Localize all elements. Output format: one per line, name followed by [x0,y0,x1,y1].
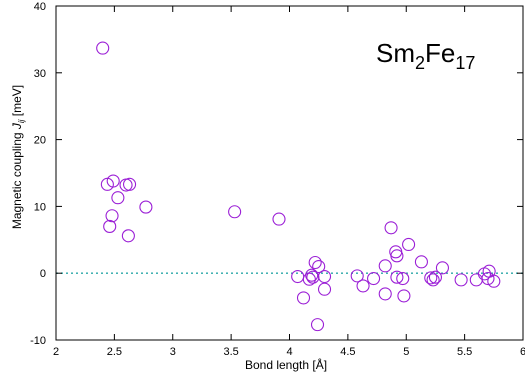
data-point [123,177,137,191]
y-axis-title-subscript: ij [17,119,26,123]
data-point [296,291,311,305]
data-point [414,255,428,269]
data-point [384,221,398,235]
data-point [396,271,410,286]
tick-labels: 2 2.5 3 3.5 4 4.5 5 5.5 6 -10 0 10 20 30 40 [30,1,525,358]
data-point [390,249,404,263]
data-point [272,212,286,226]
data-points [96,41,501,332]
y-tick-label: 40 [34,1,46,13]
data-point [302,272,316,286]
x-tick-label: 2 [53,346,59,358]
data-point [426,273,440,287]
x-tick-label: 3.5 [223,346,238,358]
data-point [310,318,325,332]
y-tick-label: 30 [34,68,46,80]
data-point [454,273,468,287]
annotation-base-1: Sm [376,38,415,68]
data-point [435,261,449,275]
y-axis-title-symbol: J [10,122,24,130]
data-point [356,279,370,293]
x-tick-label: 6 [520,346,525,358]
data-point [312,259,326,274]
data-point [390,270,404,284]
data-point [424,271,438,285]
data-point [106,174,120,188]
y-tick-label: 0 [40,268,46,280]
y-axis-title: Magnetic coupling Jij [meV] [10,85,26,229]
data-point [308,255,322,270]
data-point [111,191,125,205]
annotation-sub-1: 2 [415,53,425,73]
data-point [428,270,442,284]
x-tick-label: 3 [170,346,176,358]
data-point [96,41,110,55]
data-point [305,268,319,282]
x-tick-label: 5.5 [457,346,472,358]
annotation-sub-2: 17 [455,53,475,73]
y-tick-label: -10 [30,335,46,347]
x-axis-title: Bond length [Å] [245,357,327,372]
data-point [105,209,119,223]
y-tick-label: 20 [34,135,46,147]
data-point [317,269,332,284]
data-point [103,219,117,233]
axis-ticks [55,5,524,341]
data-point [228,205,242,219]
data-point [481,271,495,286]
x-tick-label: 4.5 [340,346,355,358]
data-point [139,200,153,214]
data-point [378,259,392,273]
compound-annotation: Sm2Fe17 [376,38,475,73]
data-point [121,229,135,243]
data-point [367,271,381,286]
y-axis-title-prefix: Magnetic coupling [10,129,24,229]
x-tick-label: 2.5 [107,346,122,358]
data-point [317,282,332,296]
x-tick-label: 4 [286,346,292,358]
data-point [378,287,392,301]
x-tick-label: 5 [403,346,409,358]
data-point [402,237,416,252]
annotation-base-2: Fe [425,38,455,68]
y-axis-title-suffix: [meV] [10,85,24,120]
y-tick-label: 10 [34,201,46,213]
data-point [397,289,411,303]
data-point [487,274,501,288]
data-point [350,269,364,283]
